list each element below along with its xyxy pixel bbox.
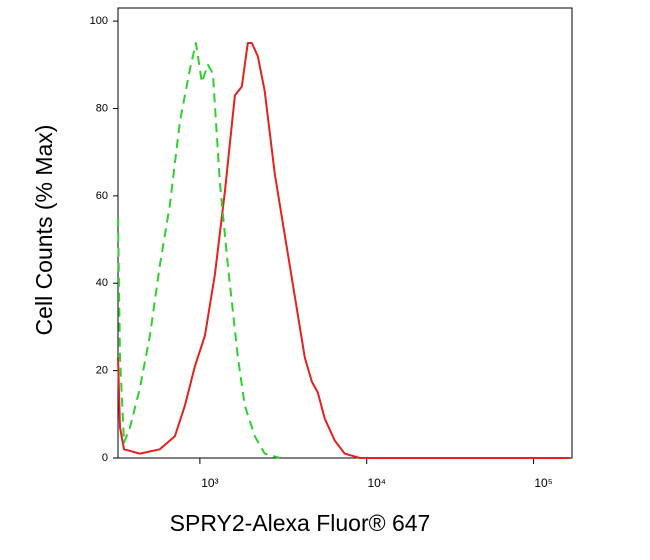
x-tick-label: 10⁵ (534, 476, 552, 490)
x-tick-label: 10⁴ (367, 476, 386, 490)
y-tick-label: 40 (96, 277, 108, 289)
y-tick-label: 100 (90, 15, 108, 27)
x-tick-label: 10³ (201, 476, 218, 490)
series-line (117, 42, 570, 459)
x-axis-label: SPRY2-Alexa Fluor® 647 (170, 510, 431, 536)
y-tick-label: 0 (102, 452, 108, 464)
y-tick-label: 20 (96, 365, 108, 377)
y-tick-label: 80 (96, 102, 108, 114)
y-tick-label: 60 (96, 190, 108, 202)
y-axis-label: Cell Counts (% Max) (31, 125, 57, 336)
plot-frame (117, 7, 573, 459)
series-line (117, 42, 281, 459)
